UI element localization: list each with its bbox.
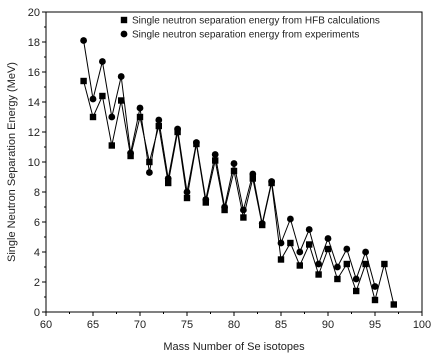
y-tick-label: 8 bbox=[34, 187, 40, 199]
y-tick-label: 0 bbox=[34, 307, 40, 319]
square-marker bbox=[99, 92, 106, 100]
circle-marker bbox=[183, 188, 191, 196]
circle-marker bbox=[305, 226, 313, 233]
circle-marker bbox=[258, 220, 266, 227]
y-axis: 0 2 4 6 8 10 12 14 16 18 20 bbox=[28, 7, 46, 319]
square-marker bbox=[390, 301, 397, 308]
legend-square-marker bbox=[120, 16, 128, 24]
square-marker bbox=[353, 287, 360, 295]
square-marker bbox=[324, 245, 332, 253]
circle-marker bbox=[268, 178, 275, 185]
circle-marker bbox=[352, 275, 360, 283]
legend: Single neutron separation energy from HF… bbox=[120, 16, 380, 41]
x-tick-label: 75 bbox=[181, 319, 193, 331]
square-marker bbox=[362, 260, 369, 268]
square-marker bbox=[315, 271, 322, 278]
circle-marker bbox=[127, 149, 134, 157]
circle-marker bbox=[362, 248, 369, 256]
circle-marker bbox=[221, 203, 229, 211]
y-tick-label: 10 bbox=[28, 157, 40, 169]
y-tick-label: 12 bbox=[28, 127, 40, 139]
circle-marker bbox=[89, 95, 97, 103]
circle-marker bbox=[80, 37, 87, 44]
legend-label-experiments: Single neutron separation energy from ex… bbox=[132, 30, 359, 41]
circle-marker bbox=[296, 248, 304, 256]
circle-marker bbox=[136, 104, 144, 112]
square-marker bbox=[212, 157, 219, 164]
square-marker bbox=[108, 142, 115, 149]
y-tick-label: 6 bbox=[34, 217, 40, 229]
x-tick-label: 70 bbox=[134, 319, 146, 331]
square-marker bbox=[146, 158, 153, 166]
x-tick-label: 100 bbox=[413, 319, 431, 331]
y-tick-label: 14 bbox=[28, 97, 40, 109]
x-tick-label: 60 bbox=[40, 319, 52, 331]
square-marker bbox=[136, 113, 144, 121]
circle-marker bbox=[202, 196, 210, 203]
square-marker bbox=[334, 275, 341, 283]
x-tick-label: 85 bbox=[275, 319, 287, 331]
square-marker bbox=[249, 175, 256, 182]
circle-marker bbox=[193, 139, 200, 146]
square-marker bbox=[296, 262, 303, 269]
circle-marker bbox=[334, 263, 341, 271]
square-marker bbox=[155, 122, 162, 130]
series-line bbox=[83, 40, 376, 287]
circle-marker bbox=[287, 215, 294, 223]
y-tick-label: 2 bbox=[34, 277, 40, 289]
x-axis: 60 65 70 75 80 85 90 95 100 bbox=[40, 312, 431, 331]
y-axis-title: Single Neutron Separation Energy (MeV) bbox=[6, 62, 18, 262]
circle-marker bbox=[146, 169, 153, 176]
x-tick-label: 90 bbox=[322, 319, 334, 331]
circle-marker bbox=[108, 113, 116, 121]
y-tick-label: 20 bbox=[28, 7, 40, 19]
circle-marker bbox=[99, 58, 106, 65]
square-marker bbox=[230, 167, 238, 175]
square-marker bbox=[80, 77, 87, 85]
square-marker bbox=[306, 241, 313, 248]
square-marker bbox=[240, 214, 247, 221]
circle-marker bbox=[343, 245, 351, 253]
legend-circle-marker bbox=[120, 30, 128, 38]
circle-marker bbox=[240, 206, 247, 214]
series-experiments bbox=[80, 37, 379, 290]
square-marker bbox=[381, 260, 388, 268]
square-marker bbox=[287, 239, 294, 247]
circle-marker bbox=[230, 160, 238, 167]
circle-marker bbox=[277, 239, 285, 247]
circle-marker bbox=[117, 73, 125, 80]
x-tick-label: 65 bbox=[87, 319, 99, 331]
circle-marker bbox=[155, 116, 163, 124]
square-marker bbox=[118, 97, 125, 104]
y-tick-label: 16 bbox=[28, 67, 40, 79]
series-layer bbox=[80, 37, 397, 308]
series-hfb bbox=[80, 77, 397, 308]
circle-marker bbox=[371, 283, 379, 290]
y-tick-label: 18 bbox=[28, 37, 40, 49]
square-marker bbox=[371, 296, 379, 304]
square-marker bbox=[165, 179, 172, 187]
legend-item-hfb: Single neutron separation energy from HF… bbox=[120, 16, 380, 27]
square-marker bbox=[183, 194, 191, 202]
square-marker bbox=[89, 113, 97, 121]
legend-label-hfb: Single neutron separation energy from HF… bbox=[132, 16, 380, 27]
circle-marker bbox=[174, 125, 182, 133]
y-tick-label: 4 bbox=[34, 247, 40, 259]
square-marker bbox=[343, 260, 350, 268]
square-marker bbox=[277, 256, 285, 263]
series-line bbox=[83, 80, 395, 305]
x-tick-label: 95 bbox=[369, 319, 381, 331]
circle-marker bbox=[164, 175, 172, 182]
circle-marker bbox=[324, 235, 332, 242]
circle-marker bbox=[249, 170, 257, 178]
x-axis-title: Mass Number of Se isotopes bbox=[163, 341, 305, 353]
circle-marker bbox=[211, 151, 219, 158]
legend-item-experiments: Single neutron separation energy from ex… bbox=[120, 30, 359, 41]
circle-marker bbox=[315, 260, 322, 268]
x-tick-label: 80 bbox=[228, 319, 240, 331]
